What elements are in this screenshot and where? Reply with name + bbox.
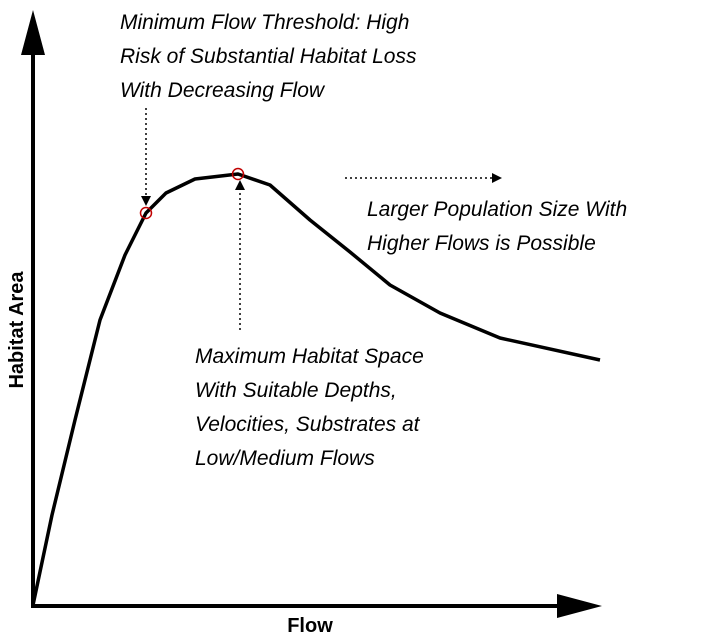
annotation-line: Higher Flows is Possible — [367, 232, 596, 255]
y-axis-arrow — [21, 10, 45, 55]
annotation-line: Risk of Substantial Habitat Loss — [120, 45, 417, 68]
annotation-line: With Suitable Depths, — [195, 379, 397, 402]
threshold-point — [139, 206, 153, 220]
habitat-curve — [31, 172, 601, 606]
x-axis-arrow — [557, 594, 602, 618]
annotation-line: Minimum Flow Threshold: High — [120, 11, 409, 34]
maximum-point — [231, 167, 245, 181]
annotation-line: Larger Population Size With — [367, 198, 627, 221]
annotation-line: Low/Medium Flows — [195, 447, 375, 470]
annotation-line: With Decreasing Flow — [120, 79, 326, 102]
annotation-line: Velocities, Substrates at — [195, 413, 421, 436]
annotation-line: Maximum Habitat Space — [195, 345, 424, 368]
x-axis-label: Flow — [287, 615, 333, 637]
y-axis-label: Habitat Area — [6, 271, 28, 389]
